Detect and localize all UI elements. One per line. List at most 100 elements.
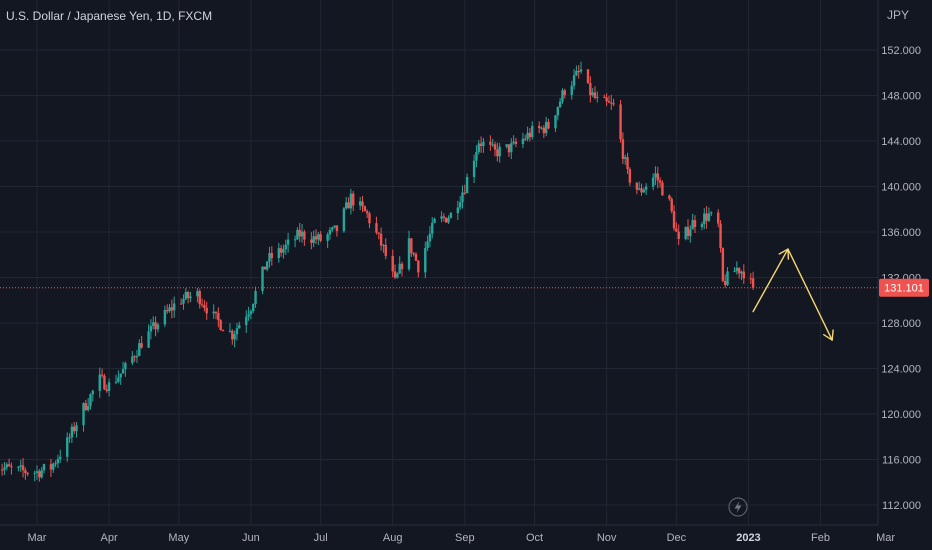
candle <box>593 86 597 100</box>
time-tick-label: Oct <box>526 532 543 544</box>
candle <box>719 220 722 253</box>
candle <box>644 183 648 195</box>
candle <box>149 319 153 340</box>
candle <box>417 259 420 278</box>
candle <box>221 329 225 332</box>
candle <box>7 458 11 467</box>
candle <box>677 224 680 246</box>
candle <box>491 138 494 148</box>
candle <box>605 93 608 107</box>
candle <box>303 229 306 246</box>
candle <box>42 463 46 474</box>
candle <box>661 180 664 196</box>
candle <box>268 246 271 268</box>
candle <box>238 321 241 329</box>
candle <box>586 69 590 84</box>
candle <box>284 239 287 255</box>
candle <box>245 310 248 333</box>
candle <box>286 232 290 253</box>
candle <box>691 213 694 230</box>
candle <box>314 229 318 244</box>
candle <box>512 135 515 145</box>
candle <box>198 288 201 309</box>
candle <box>352 190 355 212</box>
candle <box>449 212 453 219</box>
candle <box>528 127 532 142</box>
price-tick-label: 152.000 <box>881 45 921 57</box>
candle <box>531 121 534 140</box>
candle <box>524 134 527 141</box>
candle <box>70 423 74 443</box>
candle <box>228 323 232 333</box>
candle <box>563 88 566 99</box>
time-tick-label: Feb <box>811 532 830 544</box>
candle <box>654 166 657 186</box>
candle <box>277 242 280 263</box>
candle <box>154 316 157 337</box>
annotation-arrows[interactable] <box>752 248 834 341</box>
candle <box>612 98 615 107</box>
price-tick-label: 140.000 <box>881 182 921 194</box>
time-tick-label: Sep <box>455 532 475 544</box>
candle <box>735 261 739 275</box>
price-tick-label: 148.000 <box>881 91 921 103</box>
price-tick-label: 128.000 <box>881 318 921 330</box>
candle <box>603 94 606 98</box>
candle <box>105 384 108 393</box>
candle <box>363 205 367 212</box>
lightning-icon[interactable] <box>728 497 748 517</box>
candle <box>368 211 371 229</box>
time-tick-label: Nov <box>597 532 617 544</box>
candle <box>59 449 62 463</box>
candle <box>131 350 134 366</box>
candle <box>538 121 541 134</box>
candle <box>624 154 627 165</box>
candle <box>547 118 550 130</box>
candle <box>465 173 469 194</box>
candle <box>498 142 501 163</box>
candle <box>670 197 673 214</box>
candle <box>10 462 13 475</box>
candle <box>651 173 655 191</box>
candle <box>610 94 613 110</box>
candle <box>184 288 187 301</box>
candle <box>558 97 562 108</box>
candle <box>384 238 387 260</box>
price-axis[interactable]: 112.000116.000120.000124.000128.000132.0… <box>879 45 929 512</box>
candle <box>505 143 508 149</box>
candle <box>342 206 346 233</box>
candle <box>196 288 199 303</box>
candle <box>89 393 92 410</box>
candle <box>635 182 639 195</box>
candle <box>749 273 752 284</box>
candle <box>170 299 174 319</box>
candle <box>740 270 743 281</box>
candle <box>91 389 94 402</box>
time-tick-label: Dec <box>667 532 687 544</box>
candle <box>361 195 364 213</box>
candle <box>212 304 215 319</box>
candle <box>168 303 171 313</box>
candle <box>556 106 559 121</box>
candle <box>38 469 41 482</box>
candle <box>705 206 708 229</box>
candle <box>575 65 578 77</box>
candle <box>203 299 206 312</box>
candle <box>477 139 480 155</box>
candle <box>382 244 385 253</box>
candle <box>717 209 720 228</box>
candle <box>331 226 334 233</box>
candle <box>703 208 706 230</box>
candle <box>407 230 411 272</box>
candle <box>431 217 434 239</box>
candle <box>98 367 101 398</box>
candle <box>0 463 4 476</box>
candle <box>200 298 204 308</box>
candle <box>684 226 687 241</box>
candle <box>461 185 464 209</box>
time-axis[interactable]: Mar Apr May Jun Jul Aug Sep Oct Nov Dec 2023 Feb Mar <box>28 532 896 544</box>
annotation-arrow <box>787 248 834 341</box>
candle <box>445 217 448 224</box>
